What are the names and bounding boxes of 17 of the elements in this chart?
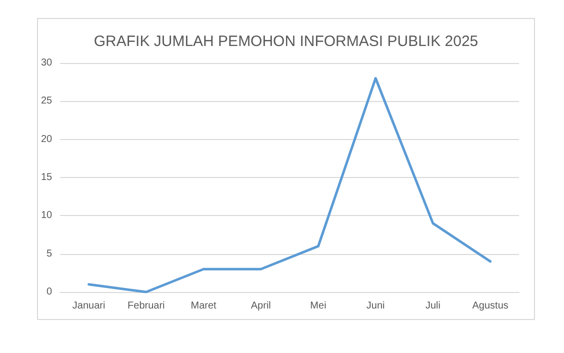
y-tick-label: 30	[41, 58, 53, 68]
y-tick-label: 5	[46, 248, 53, 260]
y-tick-label: 10	[41, 210, 53, 222]
x-tick-label: Januari	[72, 300, 106, 312]
y-tick-label: 0	[46, 286, 53, 298]
line-series	[88, 77, 492, 294]
x-tick-label: Juli	[425, 300, 440, 312]
x-tick-label: Maret	[190, 300, 217, 312]
y-tick-label: 25	[41, 96, 53, 107]
y-tick-label: 20	[41, 134, 53, 145]
x-tick-label: Februari	[128, 300, 165, 312]
y-tick-label: 15	[41, 172, 53, 183]
x-tick-label: Juni	[366, 300, 385, 312]
x-tick-label: April	[250, 300, 271, 312]
chart-title: GRAFIK JUMLAH PEMOHON INFORMASI PUBLIK 2025	[94, 33, 478, 50]
x-tick-label: Agustus	[472, 300, 508, 312]
x-tick-label: Mei	[310, 300, 326, 312]
